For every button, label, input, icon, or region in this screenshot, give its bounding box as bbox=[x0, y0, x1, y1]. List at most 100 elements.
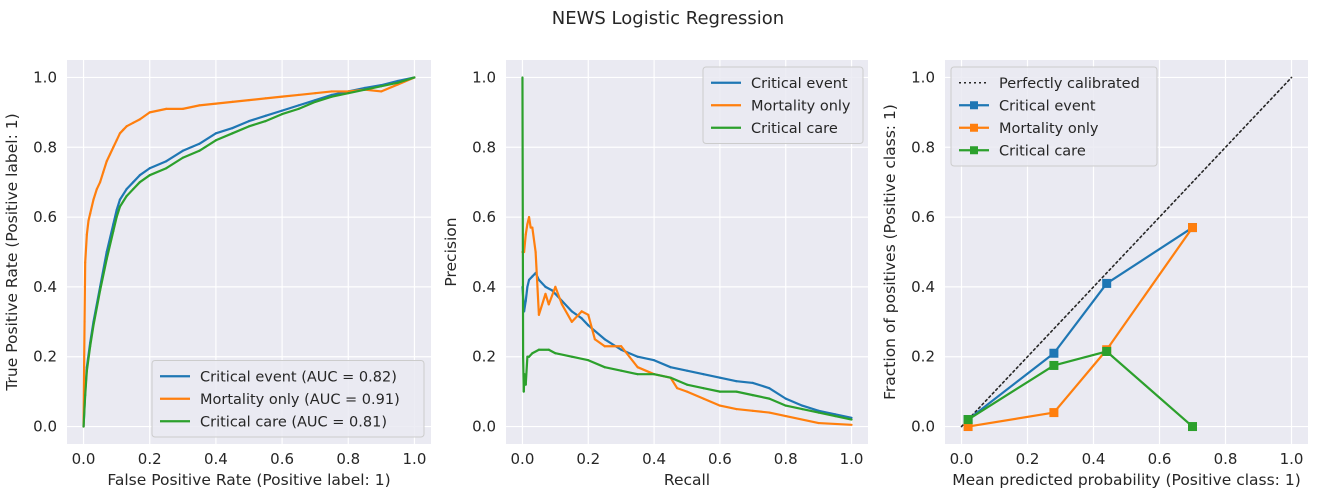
roc-y-tick-label: 0.0 bbox=[33, 418, 57, 436]
roc-series-segment bbox=[165, 149, 184, 163]
pr-series-segment bbox=[560, 303, 573, 323]
calibration-legend: Perfectly calibrated Critical event Mortal… bbox=[950, 66, 1158, 167]
roc-series-segment bbox=[314, 93, 333, 102]
pr-panel: 0.0 0.2 0.4 0.6 0.8 1.0 0.0 0.2 0.4 0.6 0.8 1.0 Reca… bbox=[442, 60, 868, 489]
roc-series-segment bbox=[84, 369, 88, 397]
pr-legend-label: Critical event bbox=[751, 76, 848, 92]
roc-series-segment bbox=[165, 156, 184, 170]
pr-series-segment bbox=[735, 380, 754, 385]
roc-series-segment bbox=[314, 90, 333, 95]
roc-series-segment bbox=[115, 198, 122, 212]
roc-series-segment bbox=[102, 160, 108, 173]
pr-series-segment bbox=[526, 278, 531, 289]
pr-series-segment bbox=[580, 310, 590, 316]
pr-series-segment bbox=[652, 373, 672, 379]
roc-x-tick-label: 0.0 bbox=[72, 450, 96, 468]
roc-series-segment bbox=[105, 229, 115, 261]
calibration-x-tick-label: 0.2 bbox=[1016, 450, 1040, 468]
pr-x-axis-label: Recall bbox=[664, 471, 710, 489]
calibration-series-segment bbox=[1105, 226, 1194, 285]
pr-series-segment bbox=[570, 310, 583, 320]
roc-legend-label: Critical care (AUC = 0.81) bbox=[200, 414, 387, 430]
roc-series-segment bbox=[181, 149, 201, 159]
calibration-series-segment bbox=[1052, 348, 1108, 414]
roc-series-segment bbox=[125, 121, 135, 128]
roc-series-segment bbox=[118, 195, 128, 208]
roc-series-segment bbox=[85, 219, 90, 236]
pr-series-segment bbox=[521, 76, 525, 358]
calibration-series-segment bbox=[966, 364, 1056, 421]
roc-y-axis-label: True Positive Rate (Positive label: 1) bbox=[3, 113, 21, 391]
roc-series-segment bbox=[297, 100, 317, 110]
pr-series-segment bbox=[817, 421, 853, 426]
pr-series-segment bbox=[580, 317, 590, 327]
calibration-series-segment bbox=[966, 352, 1056, 421]
pr-series-segment bbox=[817, 411, 837, 418]
roc-series-segment bbox=[105, 222, 115, 254]
pr-series-segment bbox=[833, 413, 853, 419]
roc-x-axis-label: False Positive Rate (Positive label: 1) bbox=[107, 471, 390, 489]
pr-series-segment bbox=[735, 390, 754, 397]
roc-series-segment bbox=[95, 181, 102, 191]
roc-series-segment bbox=[297, 92, 317, 97]
pr-series-segment bbox=[522, 299, 527, 313]
pr-series-segment bbox=[534, 250, 541, 316]
calibration-series-segment bbox=[966, 411, 1056, 428]
roc-series-segment bbox=[247, 114, 267, 123]
roc-series-segment bbox=[181, 104, 201, 110]
roc-panel: 0.0 0.2 0.4 0.6 0.8 1.0 0.0 0.2 0.4 0.6 0.8 1.0 Fals… bbox=[3, 60, 431, 489]
roc-series-segment bbox=[112, 139, 118, 149]
pr-series-segment bbox=[570, 355, 590, 362]
roc-series-segment bbox=[297, 99, 317, 107]
roc-series-segment bbox=[396, 76, 416, 84]
roc-series-segment bbox=[115, 132, 122, 142]
calibration-legend-marker bbox=[970, 146, 978, 155]
pr-series-segment bbox=[547, 348, 557, 355]
roc-series-segment bbox=[83, 261, 87, 323]
pr-series-segment bbox=[593, 338, 606, 348]
calibration-data-point bbox=[1049, 360, 1059, 370]
pr-legend-box bbox=[702, 66, 864, 144]
calibration-legend-label: Perfectly calibrated bbox=[999, 76, 1140, 92]
pr-series-segment bbox=[685, 383, 705, 390]
figure-title: NEWS Logistic Regression bbox=[552, 8, 784, 29]
roc-series-segment bbox=[231, 99, 251, 103]
roc-series-segment bbox=[264, 109, 284, 117]
pr-y-tick-label: 0.4 bbox=[472, 278, 496, 296]
calibration-x-axis-label: Mean predicted probability (Positive cla… bbox=[952, 471, 1301, 489]
calibration-y-tick-label: 0.4 bbox=[911, 278, 935, 296]
calibration-series-segment bbox=[1052, 282, 1108, 355]
roc-series-segment bbox=[347, 88, 366, 95]
roc-series-segment bbox=[330, 92, 350, 98]
roc-y-tick-label: 0.2 bbox=[33, 348, 57, 366]
calibration-x-tick-label: 1.0 bbox=[1280, 450, 1304, 468]
pr-series-segment bbox=[560, 299, 573, 313]
pr-x-tick-label: 0.4 bbox=[642, 450, 666, 468]
pr-x-tick-label: 0.0 bbox=[511, 450, 535, 468]
calibration-data-point bbox=[963, 415, 973, 425]
pr-series-segment bbox=[669, 376, 689, 386]
roc-series-segment bbox=[214, 126, 234, 135]
calibration-legend-marker bbox=[970, 101, 978, 110]
pr-y-tick-label: 0.2 bbox=[472, 348, 496, 366]
roc-series-segment bbox=[115, 205, 122, 219]
roc-series-segment bbox=[247, 119, 267, 128]
roc-series-segment bbox=[214, 132, 234, 142]
roc-series-segment bbox=[98, 170, 105, 184]
calibration-legend-label: Critical care bbox=[999, 143, 1086, 159]
roc-y-tick-label: 0.8 bbox=[33, 138, 57, 156]
roc-x-tick-label: 0.8 bbox=[336, 450, 360, 468]
pr-series-segment bbox=[801, 404, 820, 412]
roc-legend-box bbox=[151, 360, 425, 438]
roc-series-segment bbox=[89, 198, 95, 215]
roc-series-segment bbox=[380, 83, 400, 93]
pr-series-segment bbox=[685, 390, 705, 400]
pr-series-segment bbox=[524, 222, 529, 236]
pr-series-segment bbox=[751, 394, 771, 400]
roc-series-segment bbox=[132, 118, 141, 124]
roc-series-segment bbox=[138, 111, 151, 121]
pr-series-segment bbox=[784, 414, 820, 425]
pr-series-segment bbox=[718, 376, 738, 383]
calibration-data-point bbox=[1102, 346, 1112, 356]
pr-x-tick-label: 1.0 bbox=[840, 450, 864, 468]
